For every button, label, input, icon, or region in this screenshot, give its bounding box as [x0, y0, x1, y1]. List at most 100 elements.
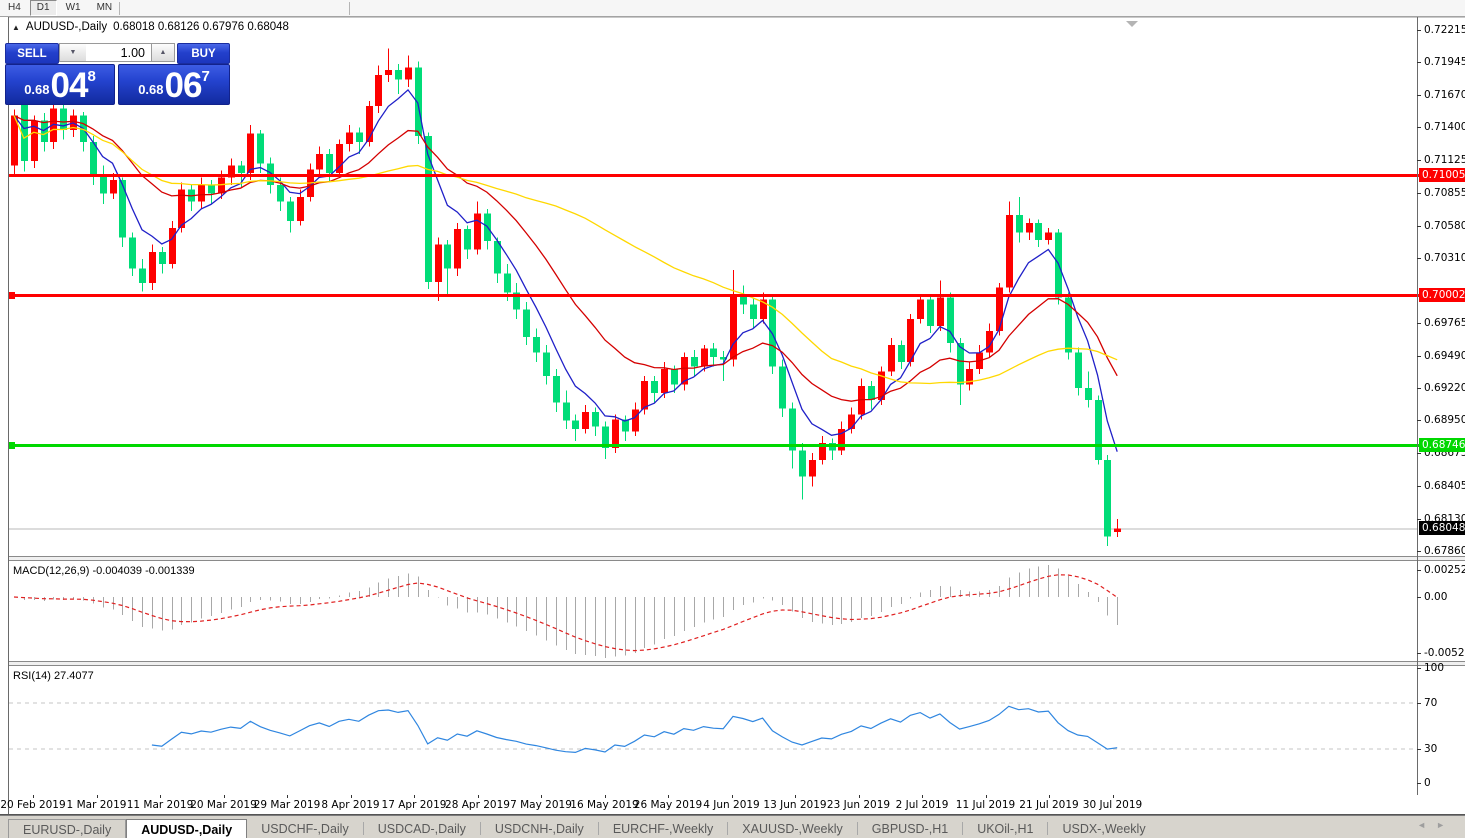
price-axis-label: 0.70310: [1424, 252, 1465, 264]
tab-scroll-arrows: ◄►: [1417, 820, 1455, 830]
tab-scroll-right-icon[interactable]: ►: [1436, 820, 1455, 830]
macd-signal-line: [13, 574, 1118, 652]
price-axis-label: 0.69490: [1424, 350, 1465, 362]
fast-ma-blue[interactable]: [13, 88, 1118, 452]
date-axis-label: 13 Jun 2019: [763, 799, 827, 811]
rsi-axis-label: 70: [1424, 697, 1438, 709]
chart-tab-eurchf[interactable]: EURCHF-,Weekly: [612, 822, 714, 836]
date-axis-label: 26 May 2019: [633, 799, 703, 811]
rsi-line: [151, 705, 1118, 754]
price-axis-label: 0.70855: [1424, 187, 1465, 199]
buy-price-sup: 7: [201, 68, 210, 85]
timeframe-button-d1[interactable]: D1: [29, 0, 57, 16]
date-axis-label: 20 Feb 2019: [0, 799, 66, 811]
h-line-0.71005[interactable]: [8, 174, 1464, 177]
date-axis-label: 29 Mar 2019: [253, 799, 321, 811]
price-axis-label: 0.70580: [1424, 220, 1465, 232]
tab-separator: [597, 822, 599, 835]
level-price-badge: 0.71005: [1419, 168, 1465, 182]
date-axis-label: 4 Jun 2019: [703, 799, 760, 811]
price-axis-label: 0.68950: [1424, 414, 1465, 426]
mid-ma-red[interactable]: [13, 114, 1118, 402]
sell-price-sup: 8: [87, 68, 96, 85]
buy-button[interactable]: BUY: [177, 43, 230, 64]
timeframe-button-h4[interactable]: H4: [8, 2, 21, 13]
tab-separator: [479, 822, 481, 835]
price-axis-label: 0.68405: [1424, 480, 1465, 492]
price-axis-label: 0.71670: [1424, 89, 1465, 101]
sell-button[interactable]: SELL: [5, 43, 59, 64]
tab-separator: [727, 822, 729, 835]
sell-price-prefix: 0.68: [24, 82, 50, 97]
symbol-period-label: AUDUSD-,Daily: [25, 21, 108, 33]
tab-separator: [1047, 822, 1049, 835]
volume-decrease-button[interactable]: ▼: [59, 43, 87, 62]
volume-increase-button[interactable]: ▲: [151, 43, 175, 62]
ohlc-values: 0.68018 0.68126 0.67976 0.68048: [113, 21, 289, 33]
macd-axis-label: 0.00: [1424, 591, 1448, 603]
chart-tab-gbpusd[interactable]: GBPUSD-,H1: [871, 822, 949, 836]
date-axis-label: 1 Mar 2019: [66, 799, 127, 811]
price-axis-label: 0.71125: [1424, 154, 1465, 166]
chart-tab-usdx[interactable]: USDX-,Weekly: [1062, 822, 1146, 836]
buy-price-display[interactable]: 0.68 06 7: [118, 64, 230, 105]
level-price-badge: 0.70002: [1419, 288, 1465, 302]
chart-tab-eurusd[interactable]: EURUSD-,Daily: [8, 819, 127, 838]
date-axis-label: 16 May 2019: [570, 799, 639, 811]
sell-price-display[interactable]: 0.68 04 8: [5, 64, 115, 105]
tab-separator: [962, 822, 964, 835]
chart-tab-usdcad[interactable]: USDCAD-,Daily: [377, 822, 466, 836]
rsi-axis-label: 100: [1424, 662, 1445, 674]
slow-ma-yellow[interactable]: [13, 115, 1118, 385]
buy-price-prefix: 0.68: [138, 82, 164, 97]
macd-label: MACD(12,26,9) -0.004039 -0.001339: [13, 565, 195, 577]
sell-price-big: 04: [50, 66, 89, 105]
date-axis-label: 11 Mar 2019: [126, 799, 194, 811]
price-axis-label: 0.67860: [1424, 545, 1465, 557]
chart-tab-ukoil[interactable]: UKOil-,H1: [977, 822, 1034, 836]
chart-tab-usdcnh[interactable]: USDCNH-,Daily: [494, 822, 584, 836]
toolbar-separator: [119, 1, 120, 15]
date-axis-label: 21 Jul 2019: [1019, 799, 1079, 811]
timeframe-button-w1[interactable]: W1: [65, 2, 81, 13]
macd-histogram: [24, 564, 1118, 658]
h-line-0.70002[interactable]: [8, 294, 1464, 297]
chart-tab-usdchf[interactable]: USDCHF-,Daily: [261, 822, 349, 836]
date-axis-label: 2 Jul 2019: [895, 799, 949, 811]
price-axis-label: 0.71945: [1424, 56, 1465, 68]
rsi-label: RSI(14) 27.4077: [13, 670, 94, 682]
price-axis-label: 0.71400: [1424, 121, 1465, 133]
date-axis-label: 8 Apr 2019: [321, 799, 380, 811]
chart-tab-audusd[interactable]: AUDUSD-,Daily: [126, 819, 248, 838]
chart-tab-xauusd[interactable]: XAUUSD-,Weekly: [742, 822, 843, 836]
macd-axis-label: 0.002522: [1424, 564, 1465, 576]
chart-title: ▲ AUDUSD-,Daily 0.68018 0.68126 0.67976 …: [12, 21, 289, 33]
rsi-axis-label: 30: [1424, 743, 1438, 755]
date-axis-label: 7 May 2019: [510, 799, 572, 811]
h-line-0.68746[interactable]: [8, 444, 1464, 447]
date-axis-label: 30 Jul 2019: [1082, 799, 1143, 811]
date-axis-label: 11 Jul 2019: [955, 799, 1016, 811]
price-axis-label: 0.69220: [1424, 382, 1465, 394]
chart-shift-marker[interactable]: [1126, 21, 1138, 27]
date-axis-label: 17 Apr 2019: [381, 799, 447, 811]
chart-tab-bar: EURUSD-,Daily AUDUSD-,Daily USDCHF-,Daily U…: [0, 815, 1465, 838]
tab-scroll-left-icon[interactable]: ◄: [1417, 820, 1437, 830]
date-axis-label: 20 Mar 2019: [190, 799, 257, 811]
macd-axis-label: -0.005234: [1424, 647, 1465, 659]
timeframe-button-mn[interactable]: MN: [96, 2, 113, 13]
rsi-axis-label: 0: [1424, 777, 1431, 789]
buy-price-big: 06: [164, 66, 203, 105]
timeframe-toolbar: H4 D1 W1 MN: [0, 0, 1465, 17]
tab-separator: [362, 822, 364, 835]
date-axis-label: 28 Apr 2019: [445, 799, 510, 811]
price-axis-label: 0.69765: [1424, 317, 1465, 329]
tab-separator: [856, 822, 858, 835]
one-click-trading-panel: SELL ▼ ▲ BUY 0.68 04 8 0.68 06 7: [5, 43, 230, 105]
collapse-panel-icon[interactable]: ▲: [12, 22, 20, 32]
date-axis-label: 23 Jun 2019: [826, 799, 891, 811]
volume-input[interactable]: [86, 43, 151, 62]
price-axis-label: 0.72215: [1424, 24, 1465, 36]
